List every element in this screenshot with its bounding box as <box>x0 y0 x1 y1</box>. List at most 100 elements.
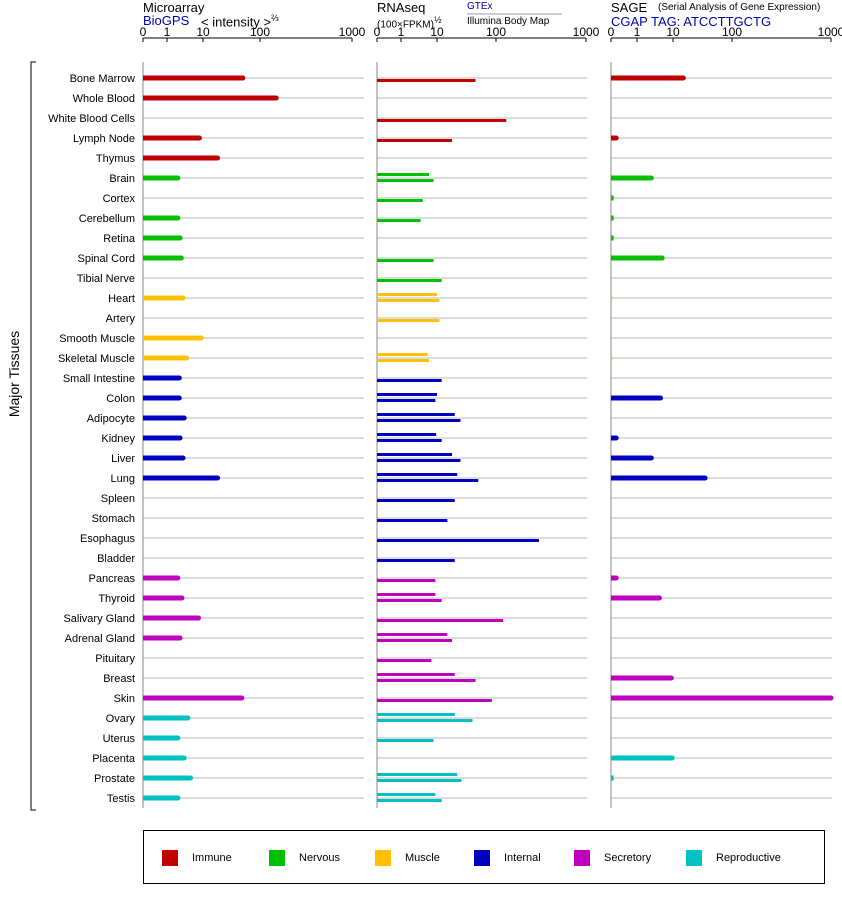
tissue-label: Kidney <box>101 433 135 445</box>
sage-bar-cap <box>669 755 675 761</box>
legend-item-muscle: Muscle <box>375 850 440 866</box>
microarray-bar-cap <box>273 95 279 101</box>
illumina-source-label: Illumina Body Map <box>467 16 550 27</box>
tissue-label: Brain <box>109 173 135 185</box>
rnaseq-gtex-bar <box>377 413 455 416</box>
sage-bar <box>611 195 614 201</box>
microarray-bar <box>143 735 178 741</box>
tissue-label: Testis <box>107 793 136 805</box>
rnaseq-illumina-bar <box>377 539 539 542</box>
legend-label-secretory: Secretory <box>604 852 652 864</box>
tissue-label: Heart <box>108 293 135 305</box>
tissue-label: Smooth Muscle <box>59 333 135 345</box>
tissue-label: Lymph Node <box>73 133 135 145</box>
microarray-title: Microarray <box>143 0 205 15</box>
microarray-unit: < intensity >⅔ <box>201 13 279 29</box>
rnaseq-gtex-bar <box>377 593 436 596</box>
legend-label-muscle: Muscle <box>405 852 440 864</box>
tissue-label: Adrenal Gland <box>65 633 135 645</box>
rnaseq-gtex-bar <box>377 793 436 796</box>
rnaseq-illumina-bar <box>377 639 453 642</box>
legend-label-nervous: Nervous <box>299 852 340 864</box>
microarray-tick-label: 100 <box>250 25 270 39</box>
rnaseq-gtex-bar <box>377 713 455 716</box>
rnaseq-illumina-bar <box>377 319 440 322</box>
microarray-bar <box>143 475 218 481</box>
sage-subtitle: (Serial Analysis of Gene Expression) <box>658 2 821 13</box>
tissue-label: Whole Blood <box>73 93 135 105</box>
rnaseq-illumina-bar <box>377 279 442 282</box>
rnaseq-illumina-bar <box>377 619 504 622</box>
sage-bar-cap <box>648 175 654 181</box>
rnaseq-illumina-bar <box>377 739 434 742</box>
tissue-bracket <box>30 61 36 811</box>
rnaseq-gtex-bar <box>377 633 448 636</box>
legend-swatch-nervous <box>269 850 285 866</box>
rnaseq-illumina-bar <box>377 579 436 582</box>
rnaseq-gtex-bar <box>377 393 437 396</box>
gtex-source-link[interactable]: GTEx <box>467 1 493 12</box>
rnaseq-illumina-bar <box>377 719 473 722</box>
rnaseq-illumina-bar <box>377 699 492 702</box>
tissue-label: Adipocyte <box>87 413 135 425</box>
legend-label-internal: Internal <box>504 852 541 864</box>
microarray-bar <box>143 595 182 601</box>
tissue-label: Bone Marrow <box>70 73 135 85</box>
microarray-bar <box>143 75 243 81</box>
rnaseq-illumina-bar <box>377 179 434 182</box>
microarray-bar-cap <box>185 715 191 721</box>
rnaseq-illumina-bar <box>377 439 442 442</box>
tissue-label: Thymus <box>96 153 136 165</box>
microarray-bar-cap <box>188 775 194 781</box>
legend-item-reproductive: Reproductive <box>686 850 781 866</box>
microarray-bar-cap <box>175 735 181 741</box>
microarray-bar-cap <box>198 335 204 341</box>
rnaseq-illumina-bar <box>377 199 423 202</box>
microarray-bar-cap <box>177 635 183 641</box>
rnaseq-illumina-bar <box>377 499 455 502</box>
microarray-bar <box>143 615 199 621</box>
rnaseq-tick-label: 10 <box>430 25 444 39</box>
sage-tick-label: 10 <box>666 25 680 39</box>
tissue-label: Esophagus <box>80 533 136 545</box>
rnaseq-illumina-bar <box>377 799 442 802</box>
rnaseq-gtex-bar <box>377 453 453 456</box>
rnaseq-gtex-bar <box>377 673 455 676</box>
microarray-bar <box>143 695 242 701</box>
microarray-bar <box>143 795 178 801</box>
microarray-bar-cap <box>176 375 182 381</box>
sage-tick-label: 1 <box>634 25 641 39</box>
microarray-bar <box>143 775 191 781</box>
microarray-bar-cap <box>179 595 185 601</box>
sage-tick-label: 1000 <box>818 25 842 39</box>
sage-bar <box>611 695 831 701</box>
microarray-bar <box>143 95 277 101</box>
sage-tag-link[interactable]: CGAP TAG: ATCCTTGCTG <box>611 14 772 29</box>
sage-bar <box>611 675 672 681</box>
legend-label-reproductive: Reproductive <box>716 852 781 864</box>
microarray-bar-cap <box>175 575 181 581</box>
tissue-label: Bladder <box>97 553 135 565</box>
legend-swatch-reproductive <box>686 850 702 866</box>
microarray-bar <box>143 375 180 381</box>
microarray-bar-cap <box>178 255 184 261</box>
rnaseq-unit-text: (100×FPKM) <box>377 19 434 31</box>
rnaseq-tick-label: 100 <box>486 25 506 39</box>
microarray-source-link[interactable]: BioGPS <box>143 13 190 28</box>
tissue-label: Pituitary <box>95 653 135 665</box>
microarray-bar <box>143 415 185 421</box>
tissue-label: Lung <box>111 473 135 485</box>
microarray-bar-cap <box>181 755 187 761</box>
rnaseq-illumina-bar <box>377 599 442 602</box>
sage-title: SAGE <box>611 0 648 15</box>
sage-bar-cap <box>658 395 664 401</box>
rnaseq-illumina-bar <box>377 459 461 462</box>
rnaseq-illumina-bar <box>377 119 507 122</box>
tissue-label: Colon <box>106 393 135 405</box>
microarray-bar <box>143 575 178 581</box>
rnaseq-gtex-bar <box>377 773 458 776</box>
rnaseq-gtex-bar <box>377 293 437 296</box>
legend-swatch-secretory <box>574 850 590 866</box>
legend-item-nervous: Nervous <box>269 850 340 866</box>
microarray-bar-cap <box>181 415 187 421</box>
